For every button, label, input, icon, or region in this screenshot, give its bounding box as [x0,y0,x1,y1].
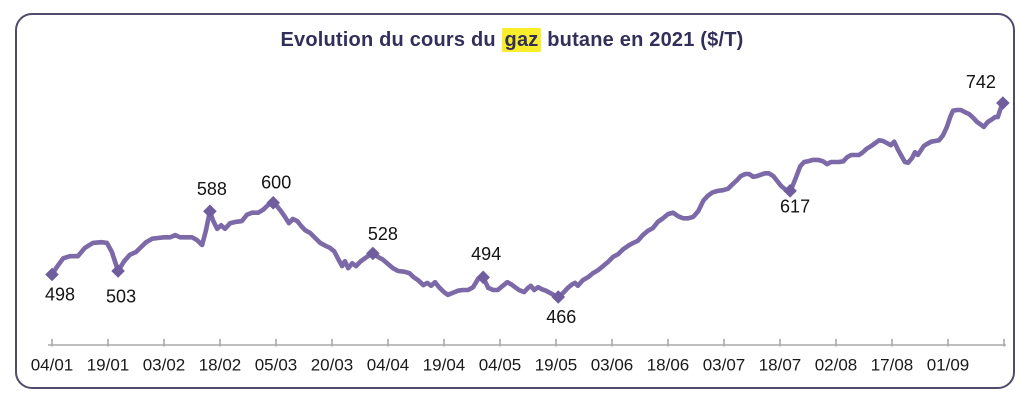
data-point-label: 498 [45,284,75,304]
x-axis-label: 04/04 [367,355,410,374]
x-axis-label: 05/03 [255,355,298,374]
data-point-marker [996,96,1010,110]
price-series-line [49,100,1006,300]
data-point-marker [111,264,125,278]
x-axis-label: 19/05 [535,355,578,374]
data-point-label: 494 [471,244,501,264]
x-axis-label: 04/01 [31,355,74,374]
chart-title-prefix: Evolution du cours du [280,29,502,51]
data-point-marker [366,246,380,261]
x-axis-label: 01/09 [927,355,970,374]
x-axis-label: 18/07 [759,355,802,374]
chart-title: Evolution du cours du gaz butane en 2021… [0,28,1024,52]
data-point-label: 600 [261,173,291,193]
chart-title-suffix: butane en 2021 ($/T) [541,29,744,51]
data-point-marker [203,204,217,219]
data-point-marker [266,196,280,210]
x-axis-label: 02/08 [815,355,858,374]
data-point-marker [45,267,59,282]
data-point-label: 617 [780,197,810,217]
x-axis-label: 19/01 [87,355,130,374]
x-axis-label: 19/04 [423,355,466,374]
x-axis-label: 03/02 [143,355,186,374]
chart-title-highlight: gaz [501,28,542,52]
x-axis-label: 04/05 [479,355,522,374]
x-axis-label: 20/03 [311,355,354,374]
data-point-label: 466 [546,307,576,327]
data-point-marker [783,184,797,198]
x-axis-label: 18/02 [199,355,242,374]
x-axis-label: 03/06 [591,355,634,374]
x-axis-label: 18/06 [647,355,690,374]
x-axis-label: 17/08 [871,355,914,374]
chart-card [15,13,1015,389]
data-point-marker [476,270,490,285]
data-point-label: 588 [197,179,227,199]
data-point-marker [551,290,566,304]
x-axis-label: 03/07 [703,355,746,374]
data-point-label: 742 [966,72,996,92]
data-point-label: 503 [106,287,136,307]
data-point-label: 528 [368,224,398,244]
